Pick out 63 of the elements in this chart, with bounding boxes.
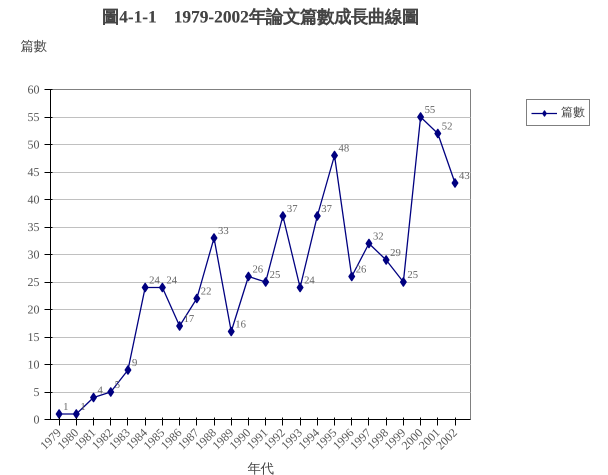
point (158, 282, 166, 292)
point (176, 321, 184, 331)
y-tick-label: 40 (28, 192, 40, 206)
point (262, 277, 270, 287)
y-tick-label: 55 (28, 110, 40, 124)
point (331, 150, 338, 160)
point (348, 272, 356, 282)
point (279, 211, 286, 221)
data-label: 24 (304, 276, 316, 286)
point (228, 326, 235, 336)
point (142, 282, 149, 292)
point (107, 387, 114, 397)
y-tick-label: 45 (28, 165, 40, 179)
point (193, 294, 200, 304)
point (314, 211, 321, 221)
data-label: 37 (321, 204, 333, 215)
y-tick-label: 15 (28, 330, 40, 344)
point (90, 392, 98, 402)
point (365, 238, 372, 248)
y-tick-label: 25 (28, 275, 40, 289)
data-label: 9 (132, 358, 138, 369)
data-label: 43 (459, 171, 470, 182)
point (382, 255, 390, 265)
y-tick-label: 60 (28, 82, 40, 96)
point (210, 233, 218, 243)
data-label: 37 (286, 204, 298, 215)
data-label: 48 (338, 144, 350, 154)
chart-title: 圖4-1-1 1979-2002年論文篇數成長曲線圖 (102, 8, 419, 26)
data-label: 24 (149, 276, 160, 286)
y-tick-label: 35 (28, 220, 40, 234)
data-label: 22 (200, 286, 212, 298)
data-label: 16 (235, 320, 247, 330)
point (244, 272, 252, 282)
y-tick-label: 20 (28, 302, 40, 316)
point (56, 409, 63, 419)
data-label: 26 (356, 264, 368, 276)
point (296, 282, 304, 292)
data-label: 26 (252, 264, 264, 276)
data-label: 24 (166, 276, 178, 286)
data-label: 32 (372, 232, 384, 242)
legend-label: 篇數 (561, 104, 585, 121)
y-tick-label: 30 (28, 248, 40, 262)
data-label: 55 (424, 105, 436, 116)
point (400, 277, 407, 287)
data-label: 29 (390, 248, 401, 259)
y-tick-label: 10 (28, 358, 40, 372)
data-label: 4 (98, 386, 104, 396)
point (417, 112, 424, 122)
data-label: 25 (407, 270, 418, 281)
point (72, 409, 80, 419)
point (434, 128, 442, 138)
data-label: 17 (184, 314, 195, 325)
y-tick-label: 50 (28, 138, 40, 152)
data-label: 33 (218, 226, 229, 237)
data-label: 25 (270, 270, 280, 281)
x-axis-title: 年代 (248, 461, 274, 475)
data-label: 1 (63, 402, 68, 413)
data-label: 52 (442, 122, 452, 132)
y-axis-title: 篇數 (20, 38, 46, 54)
y-tick-label: 0 (34, 412, 40, 426)
point (452, 178, 459, 188)
y-tick-label: 5 (34, 385, 40, 399)
point (124, 365, 132, 375)
